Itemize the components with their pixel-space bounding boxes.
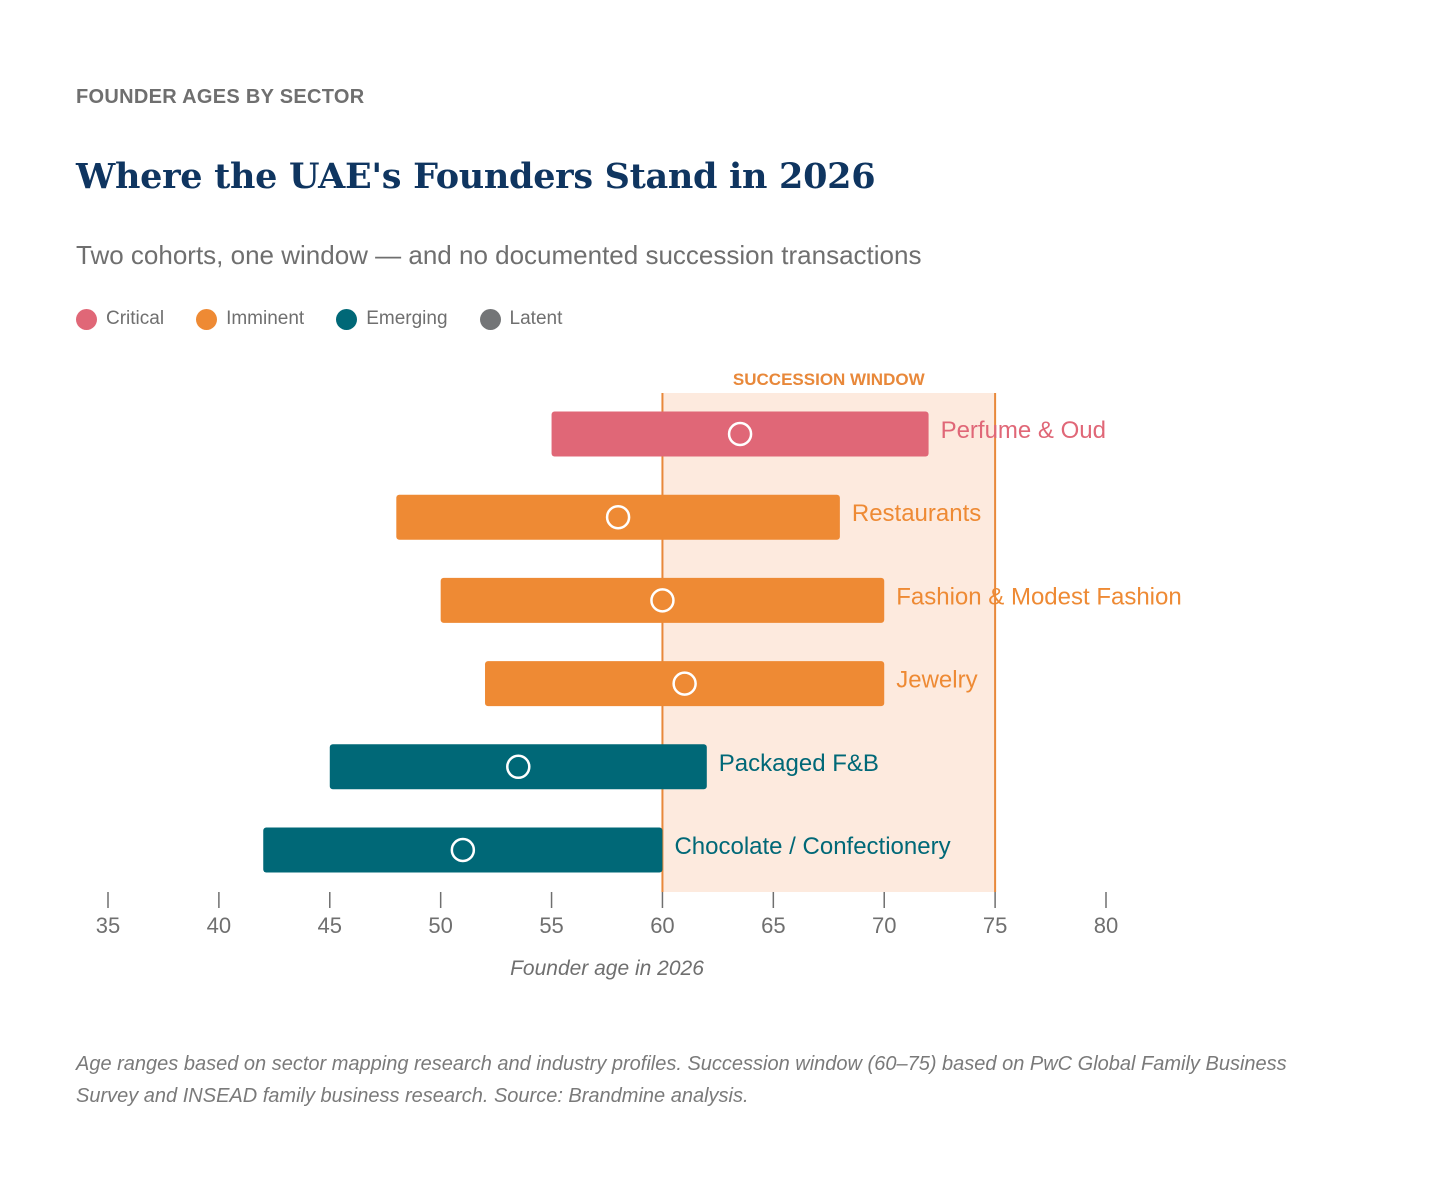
x-tick-label-75: 75 [983,913,1007,938]
x-tick-label-55: 55 [539,913,563,938]
x-tick-label-60: 60 [650,913,674,938]
legend-item-imminent: Imminent [196,308,304,330]
chart-footnote: Age ranges based on sector mapping resea… [76,1053,1287,1107]
legend: Critical Imminent Emerging Latent [76,308,594,330]
succession-window-band [662,393,996,892]
legend-item-critical: Critical [76,308,164,330]
legend-label-critical: Critical [106,308,165,329]
legend-label-emerging: Emerging [366,308,448,329]
midpoint-marker-chocolate-confectionery [450,837,476,863]
bar-fashion-modest-fashion [440,577,885,623]
x-tick-label-35: 35 [96,913,120,938]
x-tick-label-65: 65 [761,913,785,938]
midpoint-marker-restaurants [605,504,631,530]
bar-label-chocolate-confectionery: Chocolate / Confectionery [674,833,950,860]
succession-window-label: SUCCESSION WINDOW [733,370,926,389]
legend-swatch-critical [76,308,97,330]
chart-subtitle: Two cohorts, one window — and no documen… [76,240,922,270]
midpoint-marker-fashion-modest-fashion [650,588,675,613]
x-tick-label-80: 80 [1094,913,1118,938]
bar-perfume-oud [551,411,929,457]
x-tick-label-45: 45 [318,913,342,938]
legend-swatch-latent [479,308,501,330]
x-tick-label-70: 70 [872,913,896,938]
bar-label-restaurants: Restaurants [852,500,981,527]
midpoint-marker-jewelry [672,671,697,696]
legend-item-latent: Latent [479,308,563,330]
x-tick-label-40: 40 [207,913,231,938]
bar-label-jewelry: Jewelry [896,667,977,694]
legend-item-emerging: Emerging [336,308,448,330]
legend-swatch-imminent [196,308,218,330]
bar-packaged-f-b [329,744,707,790]
legend-label-imminent: Imminent [226,308,305,329]
bar-label-packaged-f-b: Packaged F&B [719,750,879,777]
bar-restaurants [396,494,840,540]
chart-title: Where the UAE's Founders Stand in 2026 [76,156,876,197]
midpoint-marker-perfume-oud [727,421,753,447]
midpoint-marker-packaged-f-b [506,754,531,780]
legend-label-latent: Latent [509,308,563,329]
bar-label-fashion-modest-fashion: Fashion & Modest Fashion [896,583,1181,610]
bar-label-perfume-oud: Perfume & Oud [941,417,1106,444]
x-axis-label: Founder age in 2026 [510,957,704,980]
legend-swatch-emerging [336,308,358,330]
range-bar-chart: SUCCESSION WINDOW Perfume & Oud Restaurant… [96,370,1182,980]
chart-eyebrow: FOUNDER AGES BY SECTOR [76,86,365,108]
bar-chocolate-confectionery [263,827,663,873]
bar-jewelry [485,661,885,707]
x-tick-label-50: 50 [428,913,452,938]
